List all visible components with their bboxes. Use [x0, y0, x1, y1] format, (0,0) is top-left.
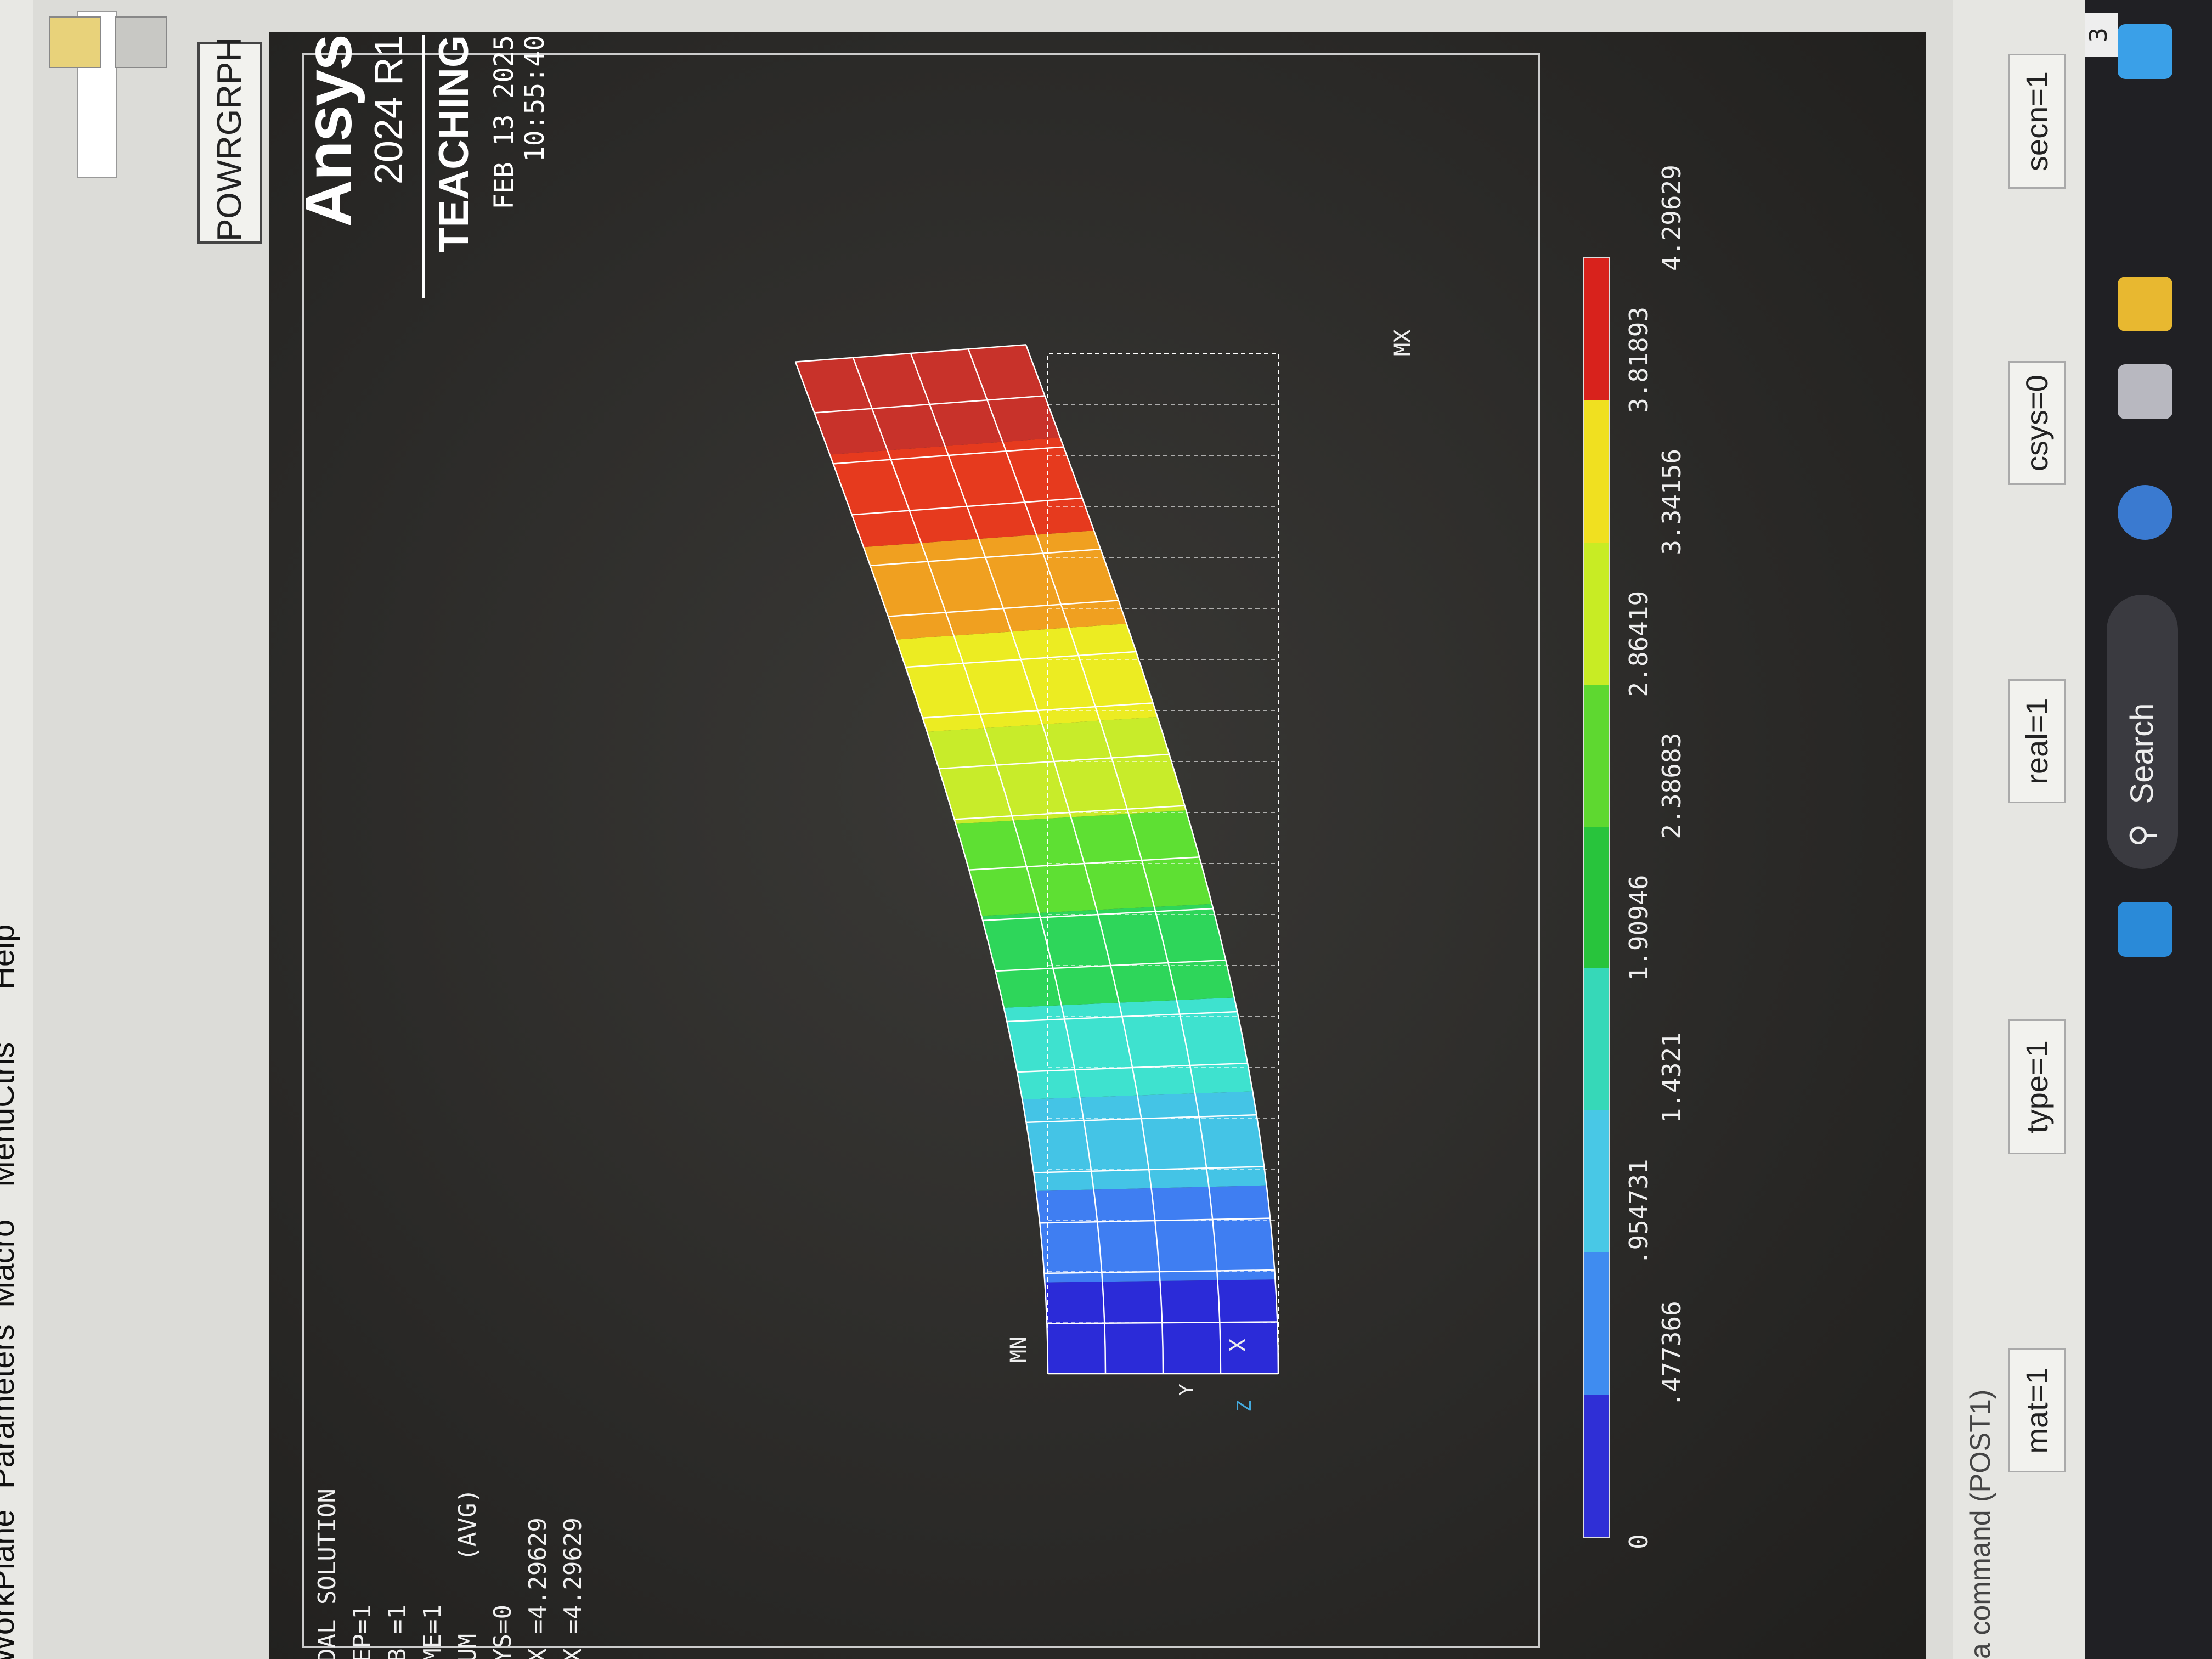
- legend-swatch: [1584, 542, 1609, 685]
- legend-swatch: [1584, 400, 1609, 543]
- legend-label: 1.4321: [1657, 1032, 1686, 1124]
- legend-swatch: [1584, 1110, 1609, 1253]
- ansys-window: WorkPlane Parameters Macro MenuCtrls Hel…: [0, 0, 2129, 1659]
- legend-swatch: [1584, 1252, 1609, 1395]
- real-field: real=1: [2008, 679, 2066, 803]
- toolbar-icon[interactable]: [49, 16, 101, 68]
- axis-z-label: Z: [1233, 1400, 1256, 1412]
- legend-label: .477366: [1657, 1301, 1686, 1408]
- toolbar-icon[interactable]: [115, 16, 167, 68]
- powrgrph-button[interactable]: POWRGRPH: [198, 37, 262, 244]
- menu-macro[interactable]: Macro: [0, 1219, 21, 1308]
- status-bar: a command (POST1) mat=1 type=1 real=1 cs…: [1953, 0, 2085, 1659]
- legend-label: 3.34156: [1657, 448, 1686, 555]
- csys-field: csys=0: [2008, 361, 2066, 485]
- mesh-line: [967, 348, 1222, 1374]
- menu-parameters[interactable]: Parameters: [0, 1324, 21, 1489]
- legend-label: .954731: [1624, 1159, 1654, 1266]
- toolbar: [33, 0, 187, 1659]
- legend-swatch: [1584, 1395, 1609, 1537]
- command-prompt: a command (POST1): [1965, 1389, 1996, 1659]
- axis-y-label: Y: [1176, 1384, 1198, 1396]
- legend-label: 2.38683: [1657, 732, 1686, 839]
- type-field: type=1: [2008, 1019, 2066, 1154]
- file-explorer-icon[interactable]: [2118, 276, 2172, 331]
- copilot-icon[interactable]: [2118, 485, 2172, 540]
- mesh-line: [794, 362, 1049, 1374]
- legend-swatch: [1584, 826, 1609, 969]
- search-icon: ⚲: [2124, 823, 2160, 847]
- task-view-icon[interactable]: [2118, 364, 2172, 419]
- edge-browser-icon[interactable]: [2118, 24, 2172, 79]
- windows-taskbar: ⚲ Search 3: [2085, 0, 2212, 1659]
- legend-label: 2.86419: [1624, 590, 1654, 697]
- menu-menuctrls[interactable]: MenuCtrls: [0, 1042, 21, 1187]
- contour-band: [1045, 1279, 1278, 1374]
- secn-field: secn=1: [2008, 54, 2066, 189]
- search-label: Search: [2124, 703, 2160, 804]
- windows-start-icon[interactable]: [2118, 902, 2172, 957]
- legend-label: 4.29629: [1657, 165, 1686, 271]
- graphics-window: NODAL SOLUTION STEP=1 SUB =1 TIME=1 USUM…: [269, 32, 1926, 1659]
- legend-swatch: [1584, 968, 1609, 1111]
- legend-label: 1.90946: [1624, 874, 1654, 981]
- taskbar-search[interactable]: ⚲ Search: [2107, 595, 2178, 869]
- mat-field: mat=1: [2008, 1348, 2066, 1472]
- mesh-line: [910, 353, 1164, 1374]
- legend-label: 0: [1624, 1534, 1654, 1549]
- legend-color-bar: [1583, 257, 1610, 1538]
- menu-workplane[interactable]: WorkPlane: [0, 1509, 21, 1659]
- menu-help[interactable]: Help: [0, 924, 21, 990]
- legend-label: 3.81893: [1624, 307, 1654, 413]
- legend-swatch: [1584, 258, 1609, 400]
- legend-labels: 0 .477366 .954731 1.4321 1.90946 2.38683 2.864…: [1618, 165, 1706, 1560]
- menu-bar: WorkPlane Parameters Macro MenuCtrls Hel…: [0, 0, 33, 1659]
- min-marker: MN: [1006, 1336, 1031, 1363]
- undeformed-outline: [1047, 353, 1279, 1374]
- contour-plot: MN MX X Y Z: [794, 330, 1415, 1412]
- mesh-line: [1025, 344, 1279, 1374]
- mesh-line: [852, 357, 1107, 1374]
- max-marker: MX: [1390, 330, 1415, 356]
- legend-swatch: [1584, 684, 1609, 827]
- notification-badge: 3: [2085, 13, 2118, 57]
- axis-x-label: X: [1226, 1339, 1251, 1352]
